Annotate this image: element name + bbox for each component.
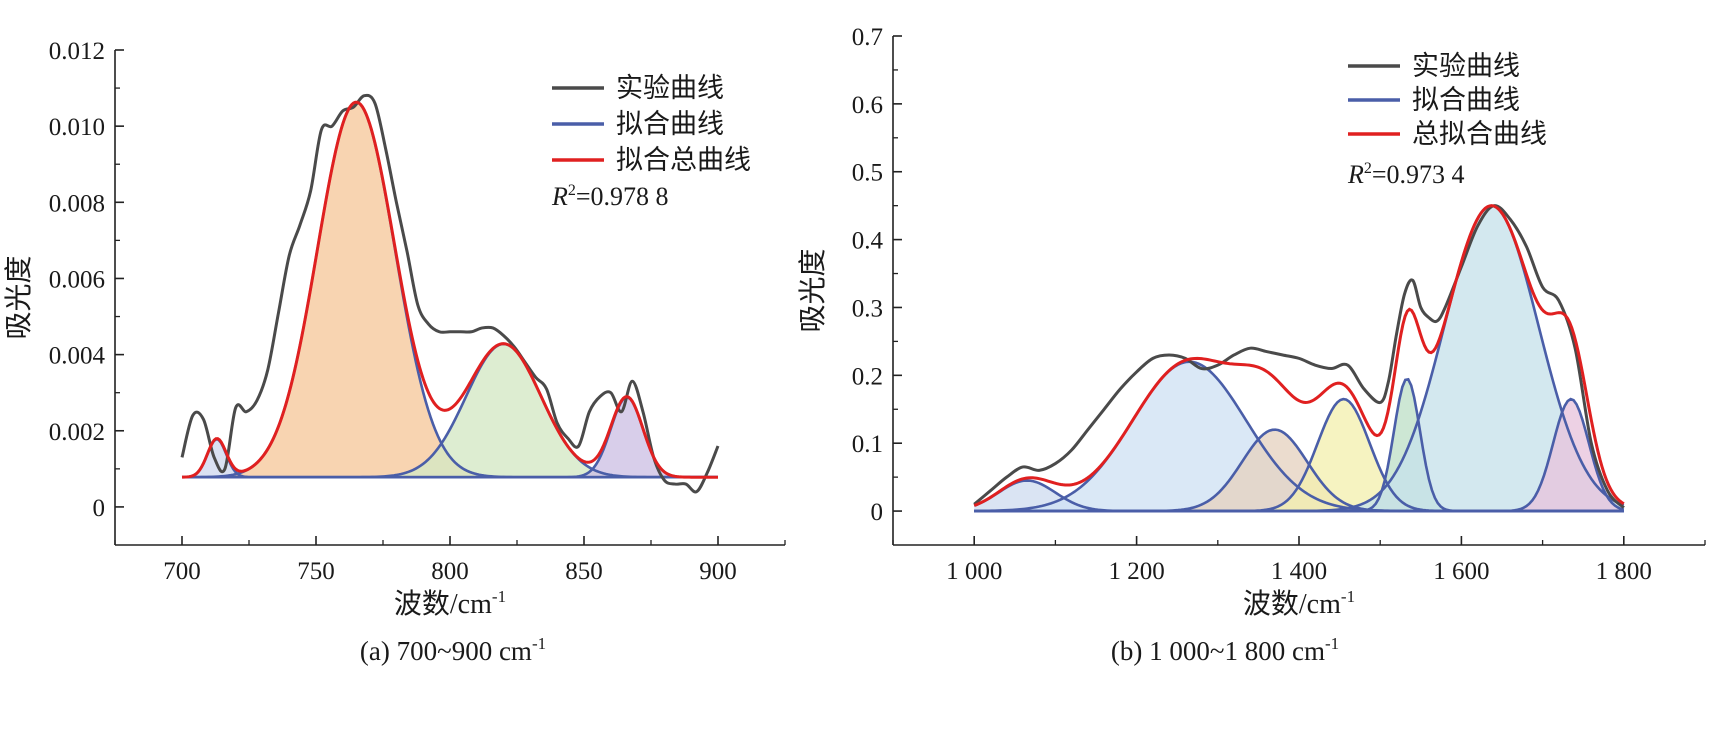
y-tick-label: 0.006 — [49, 266, 105, 293]
x-tick-label: 700 — [163, 558, 201, 585]
peak-fill-6 — [974, 205, 1624, 512]
y-tick-label: 0 — [93, 495, 106, 522]
r-squared-annotation: R2=0.973 4 — [1347, 160, 1465, 189]
total-fit-curve — [181, 100, 718, 479]
y-tick-label: 0.010 — [49, 114, 105, 141]
legend-label: 实验曲线 — [616, 73, 724, 103]
y-tick-label: 0.1 — [852, 431, 883, 458]
x-tick-label: 1 400 — [1271, 558, 1327, 585]
x-tick-label: 850 — [565, 558, 603, 585]
y-tick-label: 0.5 — [852, 160, 883, 187]
legend-label: 拟合曲线 — [616, 109, 724, 139]
peak-fill-3 — [182, 343, 718, 478]
fit-curve-7 — [974, 397, 1625, 513]
x-tick-label: 900 — [699, 558, 737, 585]
y-tick-label: 0.008 — [49, 190, 105, 217]
legend-label: 实验曲线 — [1412, 51, 1520, 81]
y-tick-label: 0.004 — [49, 343, 106, 370]
experimental-curve — [973, 204, 1625, 509]
x-tick-label: 1 600 — [1433, 558, 1489, 585]
y-tick-label: 0.3 — [852, 295, 883, 322]
chart-panel-b: 0 0.1 0.2 0.3 0.4 0.5 0.6 0.7 1 000 1 200 1 400 1 6… — [797, 24, 1706, 666]
chart-panel-a: 0 0.002 0.004 0.006 0.008 0.010 0.012 700 750 800… — [3, 38, 786, 666]
y-tick-label: 0.012 — [49, 38, 105, 65]
peak-fill-4 — [182, 397, 718, 478]
x-axis-title: 波数/cm-1 — [1243, 587, 1355, 620]
total-fit-curve — [973, 204, 1625, 507]
peak-fill-2 — [182, 102, 718, 478]
y-axis-title: 吸光度 — [797, 248, 829, 332]
r-squared-annotation: R2=0.978 8 — [551, 182, 669, 211]
x-axis-title: 波数/cm-1 — [394, 587, 506, 620]
peak-fill-2 — [974, 361, 1624, 512]
panel-caption: (b) 1 000~1 800 cm-1 — [1111, 634, 1339, 666]
peak-fill-3 — [974, 429, 1624, 512]
y-tick-label: 0 — [871, 499, 884, 526]
experimental-curve — [180, 93, 720, 494]
x-tick-label: 1 000 — [946, 558, 1002, 585]
legend-label: 拟合总曲线 — [616, 145, 751, 175]
peak-fill-7 — [974, 399, 1624, 512]
x-tick-label: 1 200 — [1108, 558, 1164, 585]
x-tick-label: 1 800 — [1596, 558, 1652, 585]
y-tick-label: 0.002 — [49, 419, 105, 446]
legend-label: 总拟合曲线 — [1412, 119, 1547, 149]
y-tick-label: 0.2 — [852, 363, 883, 390]
y-tick-label: 0.7 — [852, 24, 883, 51]
legend-label: 拟合曲线 — [1412, 85, 1520, 115]
y-tick-label: 0.6 — [852, 92, 883, 119]
panel-caption: (a) 700~900 cm-1 — [360, 634, 546, 666]
x-tick-label: 750 — [297, 558, 335, 585]
y-axis-title: 吸光度 — [3, 255, 35, 339]
y-tick-label: 0.4 — [852, 228, 884, 255]
x-tick-label: 800 — [431, 558, 469, 585]
